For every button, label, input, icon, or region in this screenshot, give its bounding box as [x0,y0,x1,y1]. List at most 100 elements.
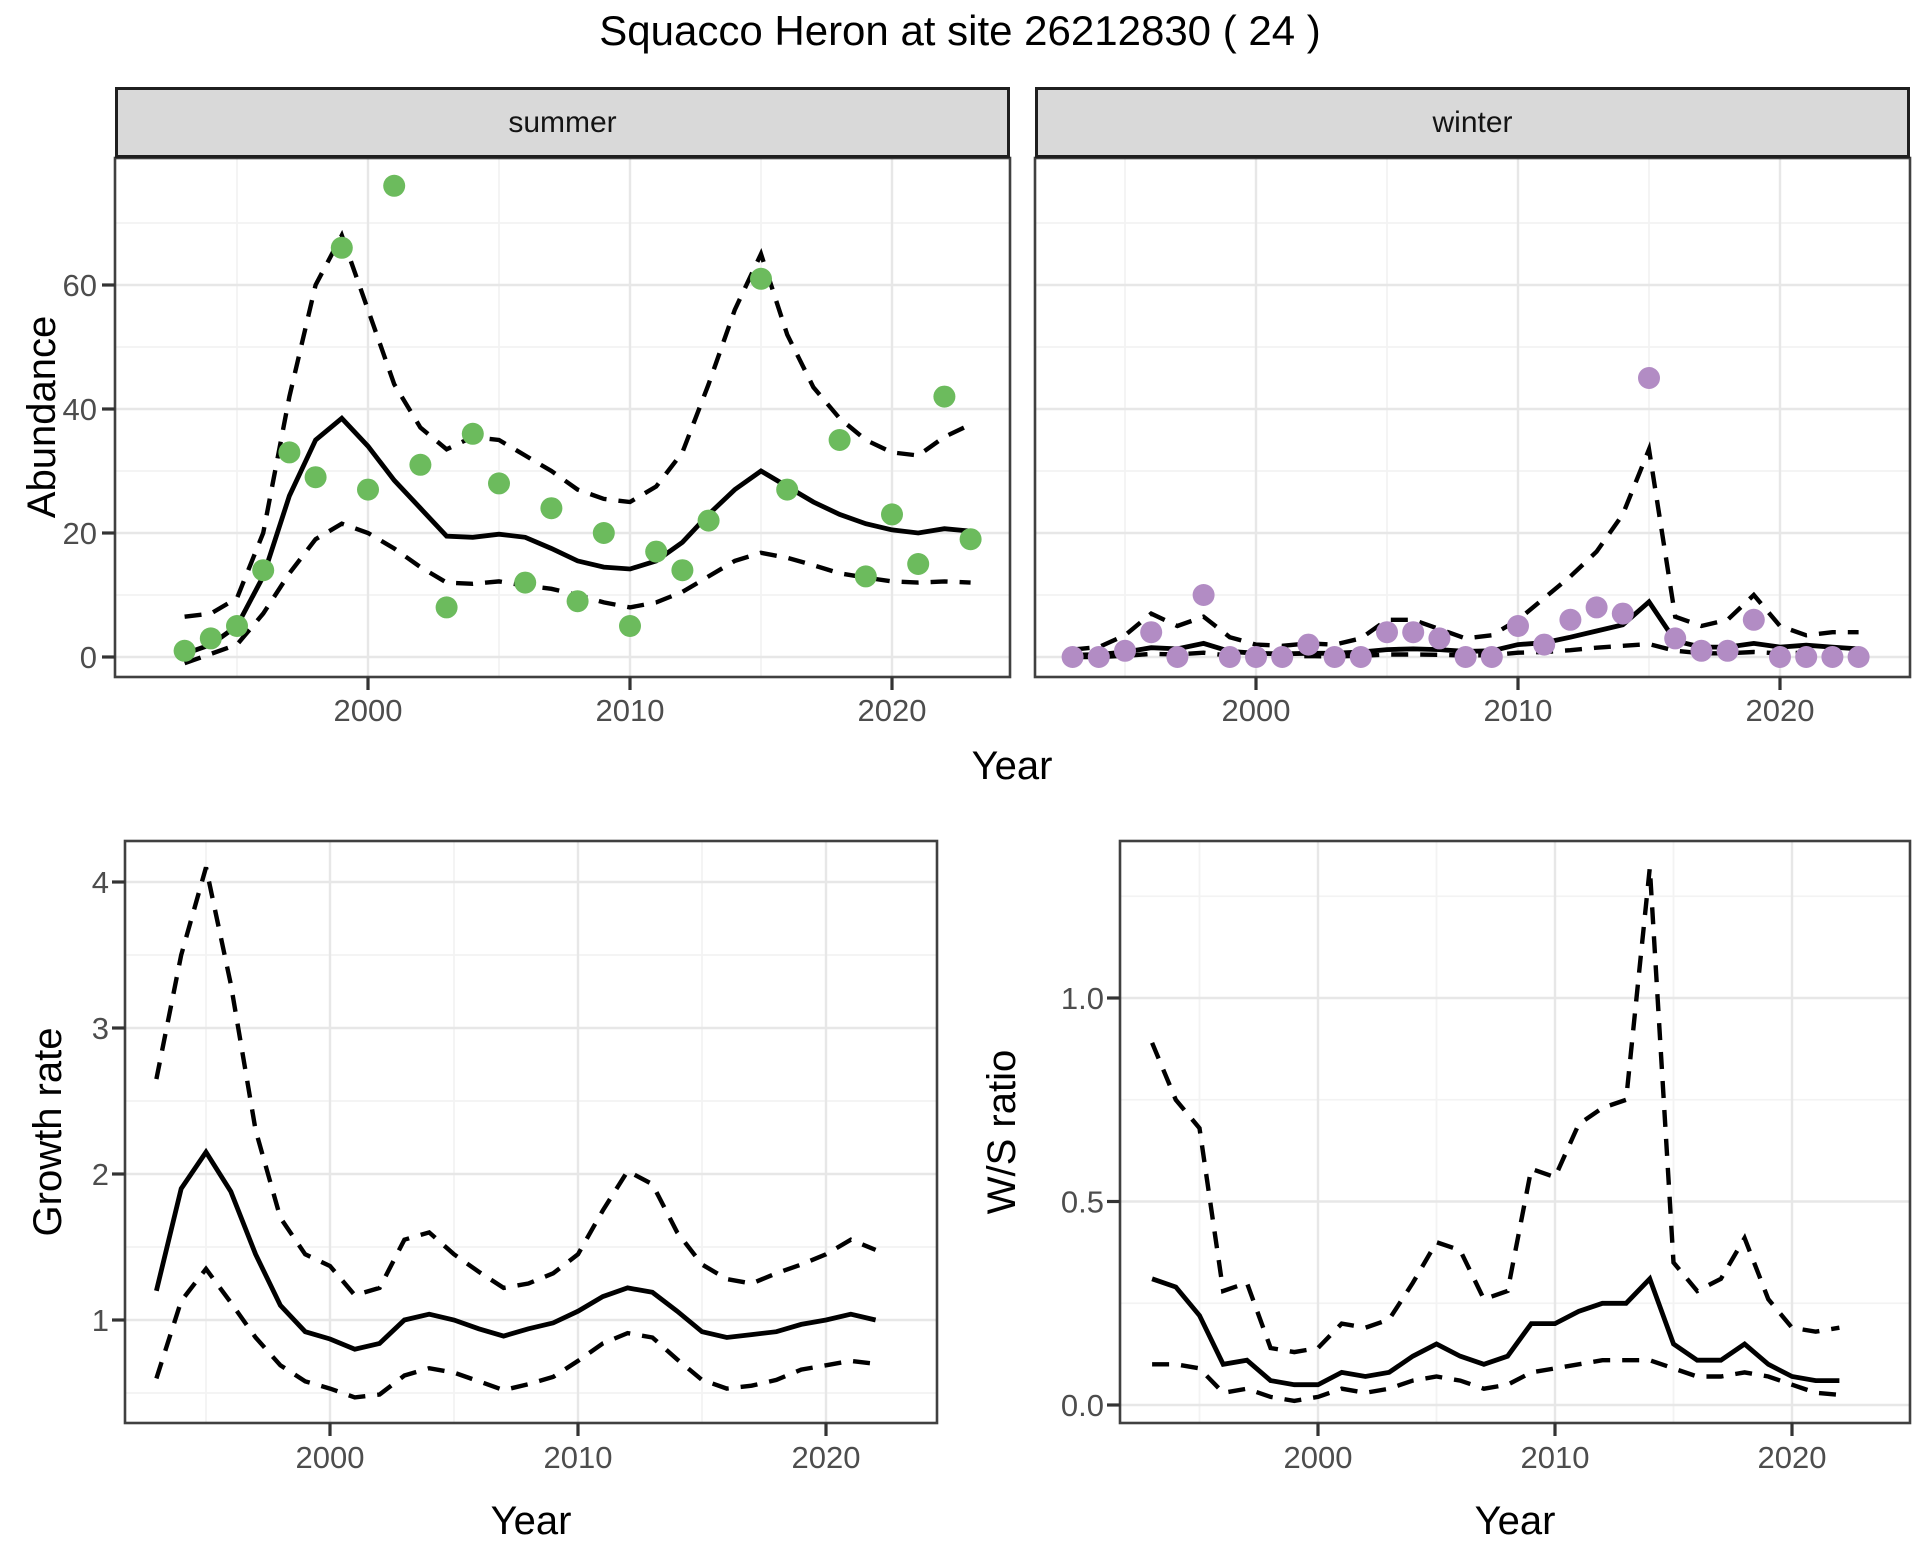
data-layer-winter [1061,367,1870,668]
panel-border [123,839,939,1425]
winter-point [1507,615,1529,637]
summer-point [776,478,799,501]
summer-upper-ci-line [184,229,972,619]
x-tick-label: 2010 [1484,693,1553,728]
summer-point [854,565,877,588]
facet-strip-summer: summer [115,87,1010,158]
x-axis-title-year-bottom-left: Year [490,1498,572,1543]
x-tick-label: 2000 [296,1440,365,1475]
gridlines-major [1120,841,1910,1423]
x-tick-label: 2020 [1758,1440,1827,1475]
winter-point [1664,627,1687,650]
winter-point [1585,596,1608,619]
x-tick-label: 2020 [792,1440,861,1475]
winter-point [1087,646,1110,668]
winter-point [1795,646,1818,668]
y-tick-label: 1.0 [1061,981,1104,1016]
winter-point [1271,646,1294,668]
y-axis-title-growth-rate: Growth rate [25,1027,70,1237]
panel-border [1033,156,1912,679]
winter-point [1376,621,1398,644]
growth-upper-ci-line [154,866,877,1298]
y-tick-label: 60 [63,268,97,303]
winter-point [1245,646,1267,668]
winter-point [1533,633,1556,656]
panel-border [113,156,1012,679]
summer-point [461,422,484,445]
winter-point [1690,639,1713,662]
summer-point [619,615,641,637]
gridlines-major [125,841,937,1423]
winter-point [1454,646,1477,668]
y-axis-growth: 1 2 3 4 [92,865,125,1338]
summer-point [409,453,432,476]
x-axis-winter: 2000 2010 2020 [1222,677,1815,728]
summer-point [435,596,458,619]
winter-point [1349,646,1372,668]
summer-point [488,472,510,495]
winter-point [1480,646,1503,668]
data-layer-summer [173,174,982,666]
y-tick-label: 0.0 [1061,1388,1104,1423]
y-tick-label: 1 [92,1303,109,1338]
summer-point [828,429,851,451]
x-tick-label: 2000 [1284,1440,1353,1475]
summer-point [252,559,275,582]
summer-point [330,236,353,259]
winter-point [1821,646,1844,668]
x-axis-title-year-top: Year [971,743,1053,788]
summer-point [933,385,956,408]
y-axis-ws: 0.0 0.5 1.0 [1061,981,1120,1423]
winter-point [1061,646,1084,668]
y-tick-label: 20 [63,516,97,551]
summer-point [226,615,248,637]
winter-point [1140,621,1163,644]
y-tick-label: 3 [92,1011,109,1046]
y-tick-label: 0.5 [1061,1185,1104,1220]
summer-fit-line [183,415,971,657]
summer-point [357,478,379,501]
gridlines-minor [125,841,937,1423]
winter-upper-ci-line [1072,441,1859,652]
winter-point [1166,646,1189,668]
x-axis-ws: 2000 2010 2020 [1284,1423,1827,1475]
summer-point [514,571,537,594]
y-tick-label: 2 [92,1157,109,1192]
panel-winter: 2000 2010 2020 [1033,156,1912,728]
winter-point [1218,646,1241,668]
summer-point [697,509,720,532]
x-axis-growth: 2000 2010 2020 [296,1423,861,1475]
panel-ws: 2000 2010 2020 0.0 0.5 1.0 [1061,839,1912,1475]
winter-point [1428,627,1451,650]
y-tick-label: 4 [92,865,109,900]
gridlines-minor [1035,158,1910,677]
ws-fit-line [1151,1274,1840,1388]
chart-title: Squacco Heron at site 26212830 ( 24 ) [599,7,1321,54]
gridlines-minor [1120,841,1910,1423]
summer-point [881,503,903,526]
ws-lower-ci-line [1152,1358,1840,1404]
panel-border [1118,839,1912,1425]
panel-summer: 2000 2010 2020 0 20 40 60 [63,156,1012,728]
x-tick-label: 2000 [1222,693,1291,728]
x-tick-label: 2020 [1746,693,1815,728]
winter-point [1742,608,1765,631]
summer-point [907,553,930,575]
summer-points [173,174,982,662]
summer-point [671,559,694,582]
x-axis-title-year-bottom-right: Year [1474,1498,1556,1543]
growth-fit-line [154,1147,877,1352]
x-tick-label: 2010 [596,693,665,728]
y-axis-summer: 0 20 40 60 [63,268,115,675]
summer-point [540,497,563,520]
data-layer-ws [1150,867,1840,1404]
growth-lower-ci-line [154,1265,876,1400]
winter-point [1323,646,1346,668]
panel-growth: 2000 2010 2020 1 2 3 4 [92,839,939,1475]
x-tick-label: 2010 [544,1440,613,1475]
winter-point [1114,639,1136,662]
summer-point [750,267,772,290]
summer-point [173,639,196,662]
